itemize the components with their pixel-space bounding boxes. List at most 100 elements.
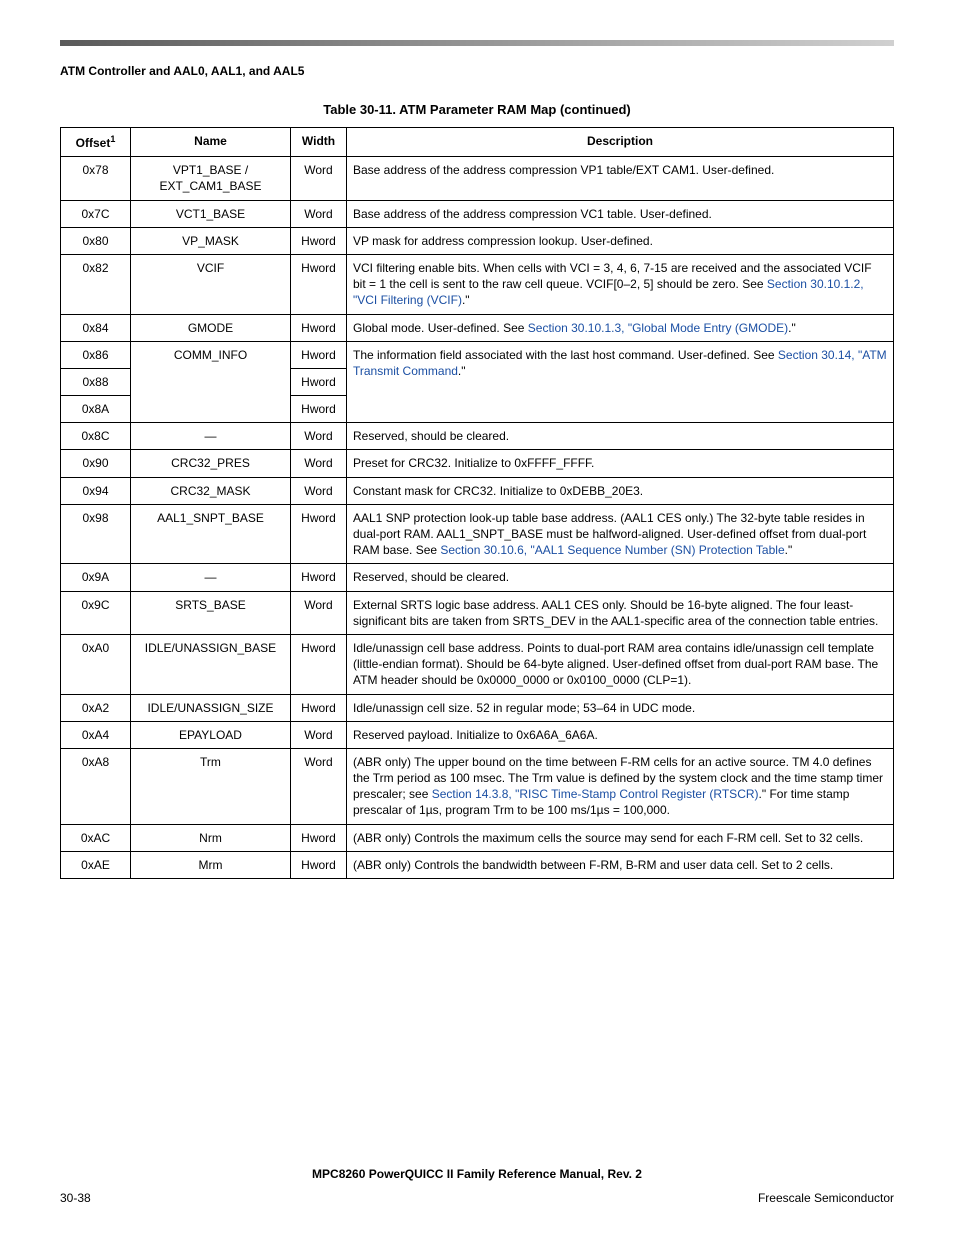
cell-offset: 0xA2	[61, 694, 131, 721]
cell-name-empty	[131, 396, 291, 423]
cell-offset: 0x90	[61, 450, 131, 477]
cell-width: Word	[291, 200, 347, 227]
cell-desc: Idle/unassign cell base address. Points …	[347, 634, 894, 694]
cell-desc: Global mode. User-defined. See Section 3…	[347, 314, 894, 341]
footer-page-number: 30-38	[60, 1191, 91, 1205]
footer-company: Freescale Semiconductor	[758, 1191, 894, 1205]
footer-row: 30-38 Freescale Semiconductor	[60, 1191, 894, 1205]
cell-name: IDLE/UNASSIGN_BASE	[131, 634, 291, 694]
section-heading: ATM Controller and AAL0, AAL1, and AAL5	[60, 64, 894, 78]
cell-name: Mrm	[131, 851, 291, 878]
desc-text: ."	[458, 364, 466, 378]
cell-width: Word	[291, 423, 347, 450]
cell-offset: 0x80	[61, 227, 131, 254]
cell-desc: Reserved, should be cleared.	[347, 423, 894, 450]
cell-width: Hword	[291, 227, 347, 254]
table-header-row: Offset1 Name Width Description	[61, 128, 894, 157]
cell-offset: 0xA8	[61, 748, 131, 824]
col-header-offset: Offset1	[61, 128, 131, 157]
cell-desc: Constant mask for CRC32. Initialize to 0…	[347, 477, 894, 504]
cell-name: VCIF	[131, 254, 291, 314]
table-row: 0x90 CRC32_PRES Word Preset for CRC32. I…	[61, 450, 894, 477]
cell-width: Hword	[291, 694, 347, 721]
cell-offset: 0x8A	[61, 396, 131, 423]
col-header-width: Width	[291, 128, 347, 157]
table-row: 0x98 AAL1_SNPT_BASE Hword AAL1 SNP prote…	[61, 504, 894, 564]
cell-width: Hword	[291, 341, 347, 368]
cell-offset: 0x84	[61, 314, 131, 341]
parameter-table: Offset1 Name Width Description 0x78 VPT1…	[60, 127, 894, 879]
link-text[interactable]: Section 30.10.6, "AAL1 Sequence Number (…	[440, 543, 784, 557]
cell-width: Hword	[291, 396, 347, 423]
link-text[interactable]: Section 14.3.8, "RISC Time-Stamp Control…	[432, 787, 759, 801]
table-title: Table 30-11. ATM Parameter RAM Map (cont…	[60, 102, 894, 117]
desc-text: Global mode. User-defined. See	[353, 321, 528, 335]
cell-desc: VCI filtering enable bits. When cells wi…	[347, 254, 894, 314]
cell-desc: (ABR only) Controls the maximum cells th…	[347, 824, 894, 851]
link-text[interactable]: Section 30.10.1.3, "Global Mode Entry (G…	[528, 321, 788, 335]
col-header-name: Name	[131, 128, 291, 157]
table-row: 0xA2 IDLE/UNASSIGN_SIZE Hword Idle/unass…	[61, 694, 894, 721]
cell-name: —	[131, 423, 291, 450]
cell-width: Word	[291, 748, 347, 824]
cell-name: COMM_INFO	[131, 341, 291, 368]
cell-name: Nrm	[131, 824, 291, 851]
cell-width: Hword	[291, 851, 347, 878]
cell-offset: 0x8C	[61, 423, 131, 450]
cell-width: Word	[291, 450, 347, 477]
cell-offset: 0x86	[61, 341, 131, 368]
cell-name: IDLE/UNASSIGN_SIZE	[131, 694, 291, 721]
table-row: 0xAC Nrm Hword (ABR only) Controls the m…	[61, 824, 894, 851]
table-row: 0xAE Mrm Hword (ABR only) Controls the b…	[61, 851, 894, 878]
cell-desc: Base address of the address compression …	[347, 200, 894, 227]
cell-offset: 0x9A	[61, 564, 131, 591]
cell-offset: 0xA4	[61, 721, 131, 748]
cell-name: EPAYLOAD	[131, 721, 291, 748]
cell-offset: 0x94	[61, 477, 131, 504]
table-row: 0x9A — Hword Reserved, should be cleared…	[61, 564, 894, 591]
cell-name: AAL1_SNPT_BASE	[131, 504, 291, 564]
table-row: 0x9C SRTS_BASE Word External SRTS logic …	[61, 591, 894, 634]
cell-offset: 0x88	[61, 368, 131, 395]
cell-desc: Idle/unassign cell size. 52 in regular m…	[347, 694, 894, 721]
cell-offset: 0xA0	[61, 634, 131, 694]
table-row: 0x84 GMODE Hword Global mode. User-defin…	[61, 314, 894, 341]
desc-text: The information field associated with th…	[353, 348, 778, 362]
cell-name-empty	[131, 368, 291, 395]
cell-width: Word	[291, 477, 347, 504]
cell-name: CRC32_PRES	[131, 450, 291, 477]
cell-offset: 0x82	[61, 254, 131, 314]
cell-width: Hword	[291, 314, 347, 341]
cell-width: Word	[291, 721, 347, 748]
table-row: 0x80 VP_MASK Hword VP mask for address c…	[61, 227, 894, 254]
table-row: 0x7C VCT1_BASE Word Base address of the …	[61, 200, 894, 227]
cell-desc: Reserved, should be cleared.	[347, 564, 894, 591]
col-header-description: Description	[347, 128, 894, 157]
cell-offset: 0x98	[61, 504, 131, 564]
table-row: 0x94 CRC32_MASK Word Constant mask for C…	[61, 477, 894, 504]
cell-width: Hword	[291, 368, 347, 395]
cell-desc: External SRTS logic base address. AAL1 C…	[347, 591, 894, 634]
page-footer: MPC8260 PowerQUICC II Family Reference M…	[60, 1167, 894, 1205]
col-header-offset-text: Offset	[76, 136, 111, 150]
table-row: 0xA8 Trm Word (ABR only) The upper bound…	[61, 748, 894, 824]
cell-width: Hword	[291, 824, 347, 851]
cell-name: Trm	[131, 748, 291, 824]
table-row: 0x86 COMM_INFO Hword The information fie…	[61, 341, 894, 368]
cell-desc: The information field associated with th…	[347, 341, 894, 423]
cell-desc: VP mask for address compression lookup. …	[347, 227, 894, 254]
table-row: 0x8C — Word Reserved, should be cleared.	[61, 423, 894, 450]
table-row: 0x78 VPT1_BASE / EXT_CAM1_BASE Word Base…	[61, 157, 894, 200]
desc-text: ."	[788, 321, 796, 335]
cell-name: SRTS_BASE	[131, 591, 291, 634]
cell-offset: 0x9C	[61, 591, 131, 634]
cell-width: Hword	[291, 254, 347, 314]
cell-width: Hword	[291, 504, 347, 564]
cell-width: Hword	[291, 564, 347, 591]
cell-width: Hword	[291, 634, 347, 694]
table-row: 0xA4 EPAYLOAD Word Reserved payload. Ini…	[61, 721, 894, 748]
table-row: 0xA0 IDLE/UNASSIGN_BASE Hword Idle/unass…	[61, 634, 894, 694]
cell-offset: 0x78	[61, 157, 131, 200]
cell-desc: Preset for CRC32. Initialize to 0xFFFF_F…	[347, 450, 894, 477]
table-row: 0x82 VCIF Hword VCI filtering enable bit…	[61, 254, 894, 314]
